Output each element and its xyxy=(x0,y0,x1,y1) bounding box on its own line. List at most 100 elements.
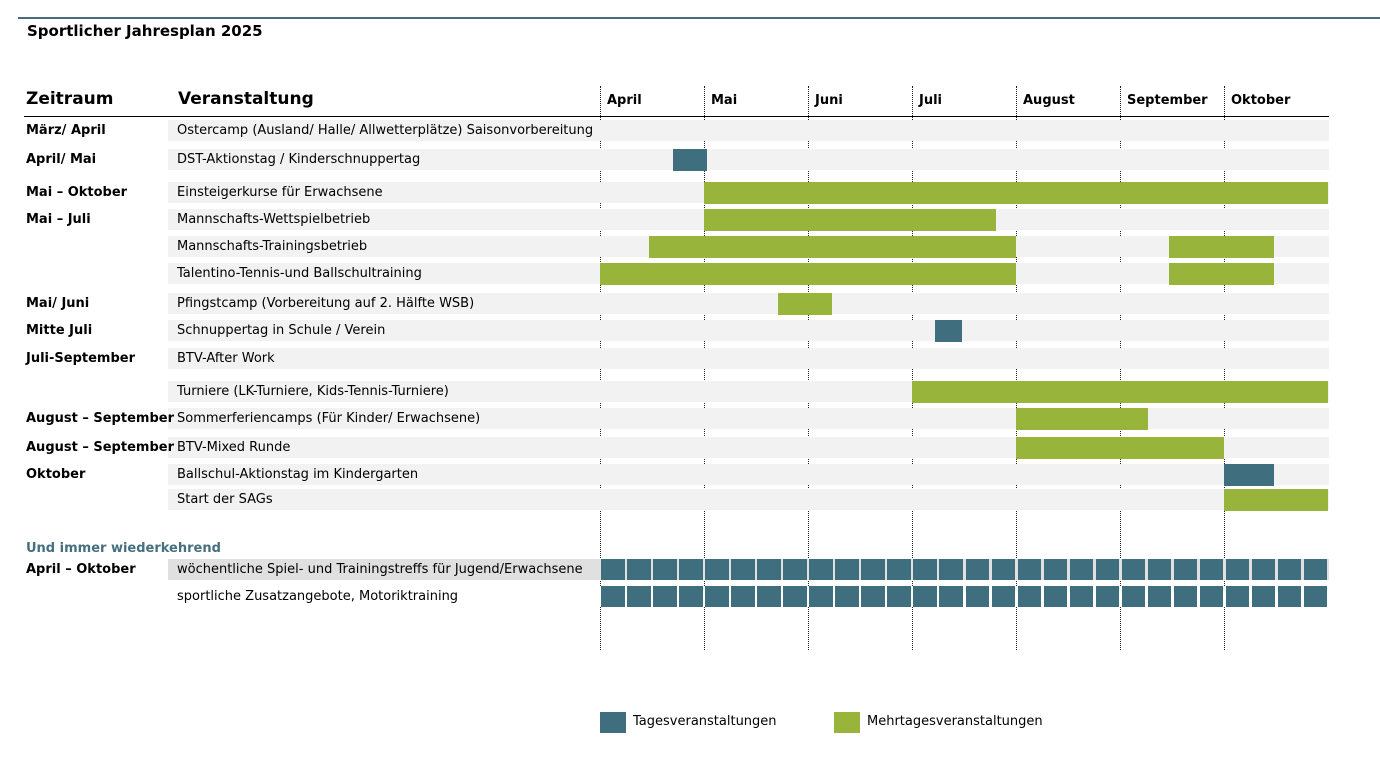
weekly-segment xyxy=(731,559,755,580)
weekly-segment xyxy=(1121,559,1146,580)
column-header-veranstaltung: Veranstaltung xyxy=(178,89,314,109)
weekly-segment xyxy=(1147,559,1172,580)
weekly-segment xyxy=(1043,586,1068,607)
recurring-heading: Und immer wiederkehrend xyxy=(26,541,221,556)
weekly-segment xyxy=(1199,559,1224,580)
zeitraum-label: August – September xyxy=(26,411,174,426)
tages-bar xyxy=(935,320,963,342)
mehrtages-bar xyxy=(1016,408,1148,430)
row-background xyxy=(168,120,1329,141)
mehrtages-bar xyxy=(777,293,833,315)
month-label: August xyxy=(1023,93,1075,108)
event-label: DST-Aktionstag / Kinderschnuppertag xyxy=(177,152,421,167)
event-label: wöchentliche Spiel- und Trainingstreffs … xyxy=(177,562,583,577)
column-header-zeitraum: Zeitraum xyxy=(26,89,114,109)
row-background xyxy=(168,149,1329,170)
weekly-segment xyxy=(835,559,859,580)
month-label: September xyxy=(1127,93,1208,108)
weekly-segment xyxy=(757,586,781,607)
weekly-segment xyxy=(1069,586,1094,607)
mehrtages-bar xyxy=(704,182,1328,204)
zeitraum-label: Mai – Juli xyxy=(26,212,91,227)
mehrtages-bar xyxy=(704,209,996,231)
zeitraum-label: April – Oktober xyxy=(26,562,136,577)
weekly-segment xyxy=(705,586,729,607)
event-label: Pfingstcamp (Vorbereitung auf 2. Hälfte … xyxy=(177,296,475,311)
weekly-segment xyxy=(731,586,755,607)
weekly-segment xyxy=(653,559,677,580)
tages-bar xyxy=(672,149,708,171)
event-label: Schnuppertag in Schule / Verein xyxy=(177,323,386,338)
mehrtages-bar xyxy=(1168,263,1275,285)
weekly-segment xyxy=(1017,559,1042,580)
legend-label-tages: Tagesveranstaltungen xyxy=(633,714,777,729)
mehrtages-bar xyxy=(912,381,1328,403)
weekly-segment xyxy=(1069,559,1094,580)
weekly-segment xyxy=(1173,559,1198,580)
weekly-segment xyxy=(939,586,963,607)
event-label: BTV-After Work xyxy=(177,351,275,366)
zeitraum-label: Oktober xyxy=(26,467,86,482)
weekly-segment xyxy=(627,586,651,607)
event-label: Einsteigerkurse für Erwachsene xyxy=(177,185,383,200)
weekly-segment xyxy=(861,559,885,580)
event-label: Sommerferiencamps (Für Kinder/ Erwachsen… xyxy=(177,411,481,426)
mehrtages-bar xyxy=(1168,236,1275,258)
weekly-segment xyxy=(1147,586,1172,607)
row-background xyxy=(168,489,1329,510)
month-label: Oktober xyxy=(1231,93,1291,108)
weekly-segment xyxy=(1095,586,1120,607)
weekly-segment xyxy=(1251,559,1276,580)
event-label: sportliche Zusatzangebote, Motoriktraini… xyxy=(177,589,459,604)
row-background xyxy=(168,464,1329,485)
weekly-segment xyxy=(679,586,703,607)
weekly-segment xyxy=(601,586,625,607)
month-label: Juni xyxy=(815,93,843,108)
weekly-segment xyxy=(1225,559,1250,580)
weekly-segment xyxy=(757,559,781,580)
month-label: Mai xyxy=(711,93,738,108)
weekly-segment xyxy=(1095,559,1120,580)
month-label: April xyxy=(607,93,642,108)
legend-swatch-tages xyxy=(600,712,626,733)
zeitraum-label: Mai – Oktober xyxy=(26,185,128,200)
weekly-segment xyxy=(653,586,677,607)
zeitraum-label: August – September xyxy=(26,440,174,455)
event-label: BTV-Mixed Runde xyxy=(177,440,291,455)
weekly-segment xyxy=(1017,586,1042,607)
legend-swatch-mehrtages xyxy=(834,712,860,733)
weekly-segment xyxy=(627,559,651,580)
weekly-segment xyxy=(1303,586,1328,607)
weekly-segment xyxy=(861,586,885,607)
weekly-segment xyxy=(991,559,1016,580)
page-title: Sportlicher Jahresplan 2025 xyxy=(27,22,263,40)
weekly-segment xyxy=(783,559,807,580)
weekly-segment xyxy=(965,559,990,580)
weekly-segment xyxy=(679,559,703,580)
event-label: Start der SAGs xyxy=(177,492,273,507)
weekly-segment xyxy=(991,586,1016,607)
weekly-segment xyxy=(809,586,833,607)
weekly-segment xyxy=(913,559,937,580)
weekly-segment xyxy=(1199,586,1224,607)
mehrtages-bar xyxy=(648,236,1016,258)
event-label: Ostercamp (Ausland/ Halle/ Allwetterplät… xyxy=(177,123,594,138)
weekly-segment xyxy=(887,586,911,607)
row-background xyxy=(168,348,1329,369)
weekly-segment xyxy=(809,559,833,580)
zeitraum-label: März/ April xyxy=(26,123,106,138)
row-background xyxy=(168,320,1329,341)
weekly-segment xyxy=(601,559,625,580)
weekly-segment xyxy=(1303,559,1328,580)
row-background xyxy=(168,293,1329,314)
header-rule xyxy=(24,116,1329,117)
legend-label-mehrtages: Mehrtagesveranstaltungen xyxy=(867,714,1043,729)
weekly-segment xyxy=(887,559,911,580)
top-rule xyxy=(18,17,1380,19)
weekly-segment xyxy=(913,586,937,607)
zeitraum-label: Mitte Juli xyxy=(26,323,93,338)
weekly-segment xyxy=(1173,586,1198,607)
event-label: Mannschafts-Trainingsbetrieb xyxy=(177,239,368,254)
zeitraum-label: Juli-September xyxy=(26,351,135,366)
month-label: Juli xyxy=(919,93,943,108)
